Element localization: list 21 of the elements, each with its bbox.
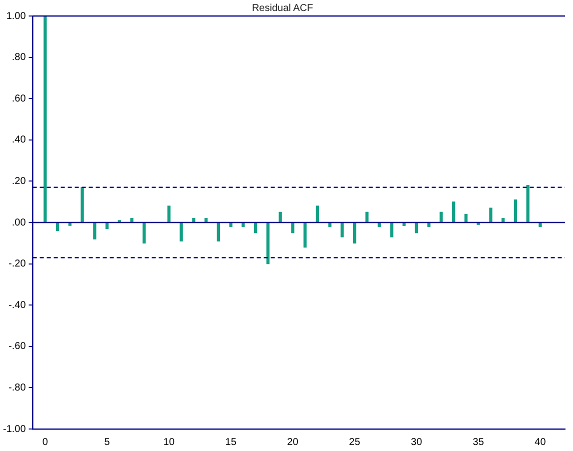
y-tick-label: 1.00 xyxy=(6,10,26,22)
x-tick-label: 20 xyxy=(287,436,299,448)
y-tick-label: -1.00 xyxy=(2,424,26,435)
y-tick-label: -.80 xyxy=(8,382,26,394)
x-tick-label: 10 xyxy=(163,436,175,448)
y-tick-label: .20 xyxy=(12,176,26,187)
y-tick-label: -.20 xyxy=(8,258,26,270)
y-tick-label: .80 xyxy=(12,52,26,64)
x-tick-label: 40 xyxy=(534,436,546,448)
y-tick-label: .60 xyxy=(12,93,26,104)
y-tick-label: -.40 xyxy=(8,300,26,311)
x-tick-label: 5 xyxy=(104,436,110,448)
chart-title: Residual ACF xyxy=(252,2,314,14)
x-tick-label: 15 xyxy=(225,436,237,448)
x-tick-label: 0 xyxy=(42,436,48,448)
x-tick-label: 35 xyxy=(472,436,484,448)
y-tick-label: .00 xyxy=(12,217,26,228)
x-tick-label: 30 xyxy=(410,436,422,448)
y-tick-label: .40 xyxy=(12,134,26,146)
y-tick-label: -.60 xyxy=(8,341,26,352)
x-tick-label: 25 xyxy=(349,436,361,448)
